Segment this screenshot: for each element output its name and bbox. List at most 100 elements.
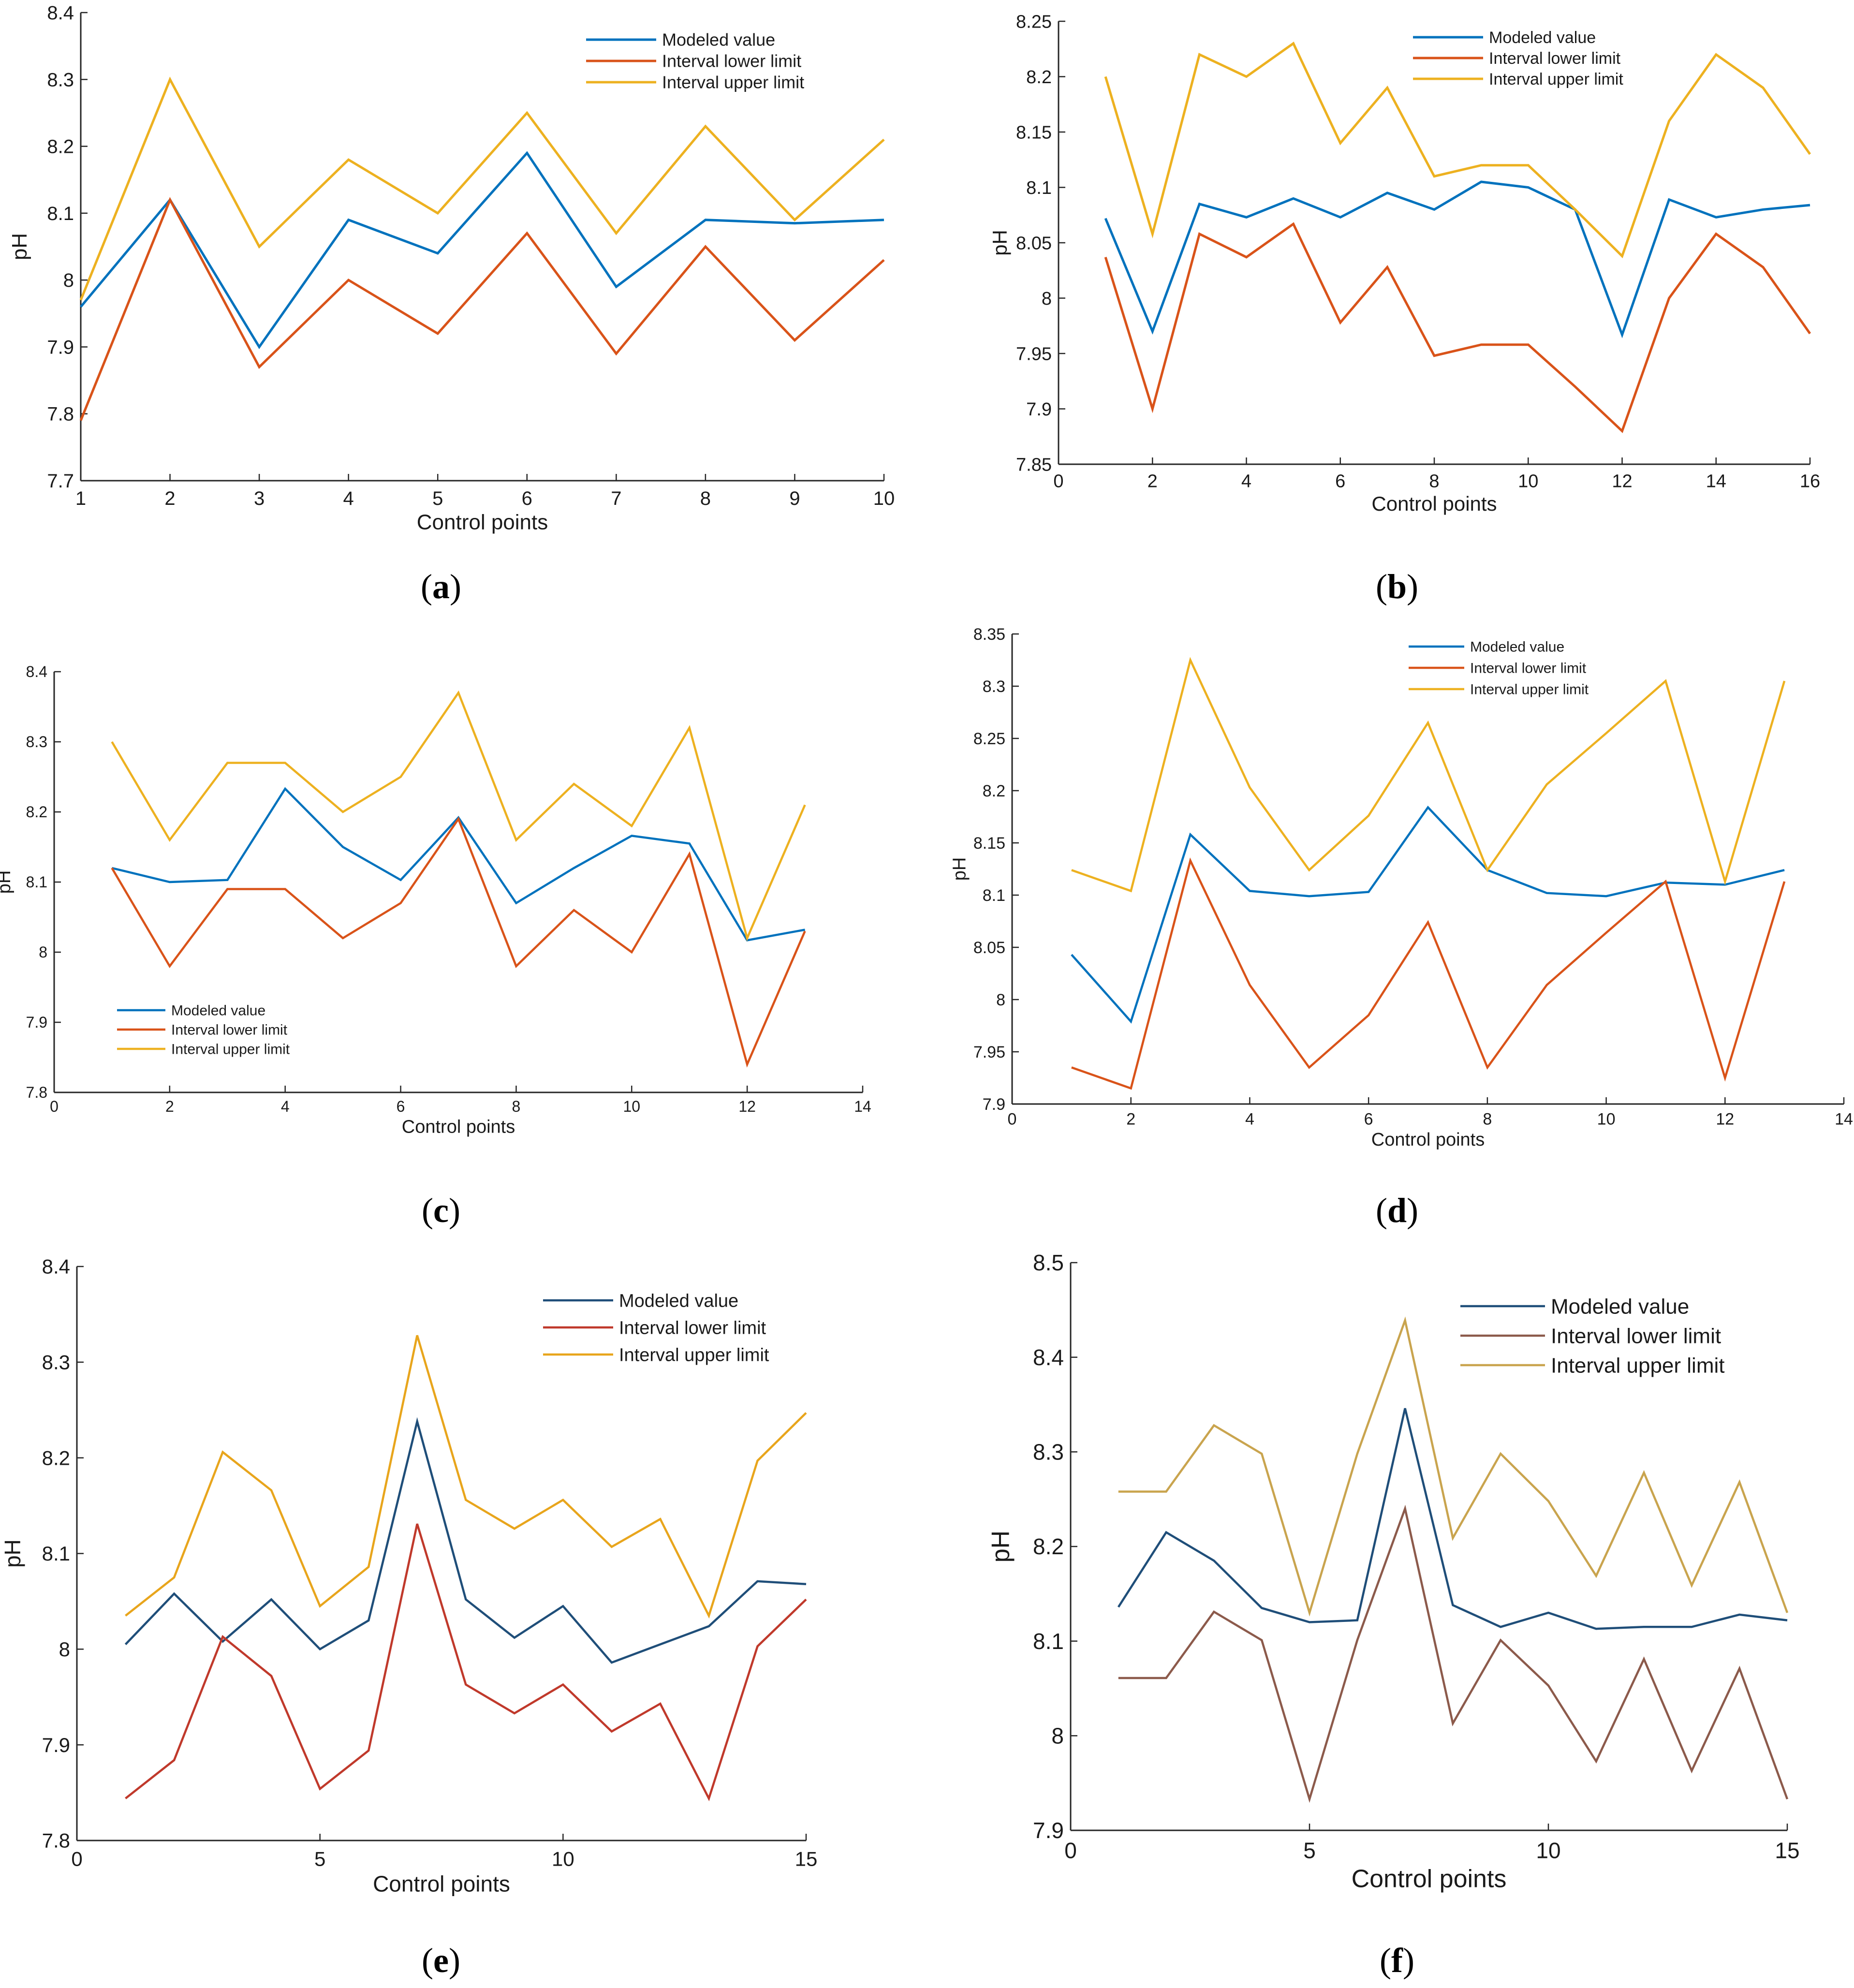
y-tick-label: 8.2 [1026, 67, 1052, 88]
x-tick-label: 3 [254, 488, 265, 509]
x-tick-label: 4 [343, 488, 354, 509]
y-tick-label: 8.3 [47, 69, 74, 90]
x-tick-label: 6 [1335, 471, 1345, 492]
panel-caption: (f) [1380, 1941, 1414, 1980]
x-tick-label: 6 [397, 1098, 405, 1115]
legend-entry: Modeled value [171, 1003, 265, 1019]
x-axis-label: Control points [373, 1871, 510, 1896]
y-tick-label: 8.2 [47, 136, 74, 158]
x-tick-label: 2 [164, 488, 175, 509]
x-tick-label: 0 [50, 1098, 59, 1115]
x-tick-label: 10 [873, 488, 895, 509]
y-tick-label: 8.3 [42, 1351, 70, 1374]
x-tick-label: 2 [1126, 1110, 1135, 1129]
y-tick-label: 8.1 [1026, 178, 1052, 198]
series-line-interval-lower-limit [79, 197, 885, 421]
y-tick-label: 8.1 [47, 203, 74, 224]
x-tick-label: 5 [1303, 1838, 1316, 1863]
legend-entry: Modeled value [1470, 639, 1564, 655]
x-tick-label: 10 [1597, 1110, 1616, 1129]
x-axis-label: Control points [1371, 492, 1497, 515]
legend-entry: Interval upper limit [662, 73, 804, 92]
y-tick-label: 8.2 [983, 782, 1005, 800]
y-tick-label: 8.1 [42, 1542, 70, 1565]
x-tick-label: 5 [432, 488, 443, 509]
x-axis-label: Control points [1352, 1865, 1507, 1893]
series-line-modeled-value [124, 1417, 807, 1664]
y-tick-label: 7.8 [26, 1084, 47, 1101]
y-tick-label: 7.9 [1033, 1818, 1064, 1843]
chart-panel-d: 7.9 7.95 8 8.05 8.1 8.15 8.2 8.25 8.3 8.35 0 2 4 6 8 10… [950, 625, 1853, 1230]
series-line-interval-upper-limit [79, 76, 885, 301]
x-tick-label: 0 [71, 1848, 82, 1870]
y-tick-label: 8.05 [973, 939, 1005, 957]
y-tick-label: 7.9 [47, 337, 74, 358]
x-tick-label: 8 [1483, 1110, 1492, 1129]
y-tick-label: 8 [59, 1638, 70, 1661]
y-axis-label: pH [988, 230, 1011, 256]
legend-entry: Interval lower limit [1489, 49, 1621, 68]
y-tick-label: 7.9 [1026, 399, 1052, 420]
y-tick-label: 8.05 [1016, 233, 1052, 253]
legend-entry: Interval lower limit [619, 1318, 766, 1338]
legend-entry: Interval upper limit [171, 1042, 290, 1058]
legend-entry: Modeled value [1551, 1295, 1689, 1318]
y-tick-label: 8.5 [1033, 1250, 1064, 1275]
series-line-interval-lower-limit [111, 816, 806, 1068]
y-tick-label: 7.85 [1016, 455, 1052, 475]
panel-caption: (a) [421, 567, 461, 606]
series-line-interval-upper-limit [1118, 1316, 1789, 1617]
y-tick-label: 8 [39, 943, 47, 961]
x-tick-label: 4 [281, 1098, 290, 1115]
legend-entry: Interval lower limit [662, 51, 801, 71]
y-tick-label: 7.95 [973, 1043, 1005, 1061]
series-line-interval-upper-limit [125, 1335, 807, 1619]
y-tick-label: 8.2 [26, 803, 47, 821]
y-tick-label: 7.8 [47, 404, 74, 425]
x-tick-label: 15 [795, 1848, 818, 1870]
x-tick-label: 12 [1716, 1110, 1734, 1129]
x-tick-label: 14 [854, 1098, 871, 1115]
series-line-interval-lower-limit [1118, 1504, 1789, 1803]
y-tick-label: 8 [1051, 1723, 1064, 1748]
y-tick-label: 7.8 [42, 1829, 70, 1852]
y-axis-label: pH [8, 233, 31, 260]
y-axis-label: pH [0, 870, 15, 894]
x-tick-label: 9 [789, 488, 800, 509]
y-tick-label: 8.25 [973, 730, 1005, 748]
y-tick-label: 8.35 [973, 625, 1005, 644]
x-tick-label: 1 [75, 488, 86, 509]
series-line-modeled-value [1117, 1408, 1788, 1630]
y-tick-label: 8.1 [26, 873, 47, 891]
panel-caption: (c) [422, 1191, 460, 1230]
series-line-interval-upper-limit [111, 690, 806, 942]
legend-entry: Modeled value [662, 30, 775, 50]
x-tick-label: 0 [1008, 1110, 1017, 1129]
y-tick-label: 8.1 [1033, 1629, 1064, 1654]
x-tick-label: 16 [1800, 471, 1820, 492]
x-tick-label: 12 [1612, 471, 1632, 492]
x-tick-label: 10 [1518, 471, 1538, 492]
y-tick-label: 7.7 [47, 471, 74, 492]
x-tick-label: 8 [700, 488, 711, 509]
y-tick-label: 8.4 [26, 663, 47, 680]
y-tick-label: 8.15 [1016, 122, 1052, 143]
y-tick-label: 8.4 [42, 1255, 70, 1278]
x-tick-label: 2 [1148, 471, 1158, 492]
x-tick-label: 0 [1064, 1838, 1077, 1863]
y-tick-label: 8.1 [983, 886, 1005, 905]
x-tick-label: 15 [1775, 1838, 1799, 1863]
x-tick-label: 10 [1536, 1838, 1560, 1863]
legend-entry: Interval upper limit [1551, 1354, 1724, 1377]
x-tick-label: 10 [623, 1098, 640, 1115]
x-axis-label: Control points [402, 1117, 515, 1137]
chart-panel-a: 7.7 7.8 7.9 8 8.1 8.2 8.3 8.4 1 2 3 4 5 6 7 8 9 10 Control… [8, 2, 895, 606]
x-axis-label: Control points [1371, 1130, 1485, 1150]
y-tick-label: 8 [63, 270, 74, 291]
legend-entry: Interval lower limit [1470, 661, 1587, 677]
y-tick-label: 7.9 [983, 1095, 1005, 1114]
series-line-interval-lower-limit [1104, 222, 1811, 433]
y-tick-label: 8 [996, 991, 1005, 1009]
series-line-modeled-value [80, 151, 884, 349]
